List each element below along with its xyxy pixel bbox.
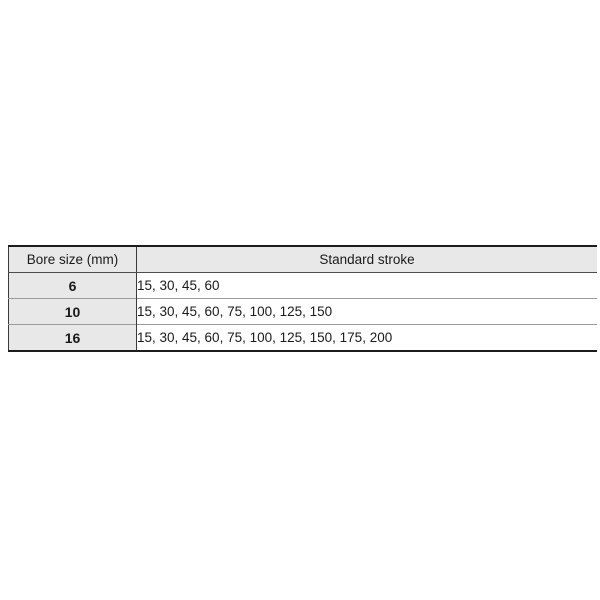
standard-stroke-values: 15, 30, 45, 60, 75, 100, 125, 150, 175, … [136,324,597,351]
bore-size-value: 6 [8,272,137,299]
standard-stroke-table: Bore size (mm) Standard stroke 6 15, 30,… [8,245,597,352]
table-header-row: Bore size (mm) Standard stroke [8,246,597,273]
column-header-standard-stroke: Standard stroke [136,246,597,273]
column-header-bore-size: Bore size (mm) [8,246,137,273]
standard-stroke-values: 15, 30, 45, 60 [136,272,597,299]
bore-size-value: 10 [8,298,137,325]
bore-size-value: 16 [8,324,137,351]
standard-stroke-values: 15, 30, 45, 60, 75, 100, 125, 150 [136,298,597,325]
table-row: 10 15, 30, 45, 60, 75, 100, 125, 150 [8,298,597,325]
table-row: 6 15, 30, 45, 60 [8,272,597,299]
table-row: 16 15, 30, 45, 60, 75, 100, 125, 150, 17… [8,324,597,351]
